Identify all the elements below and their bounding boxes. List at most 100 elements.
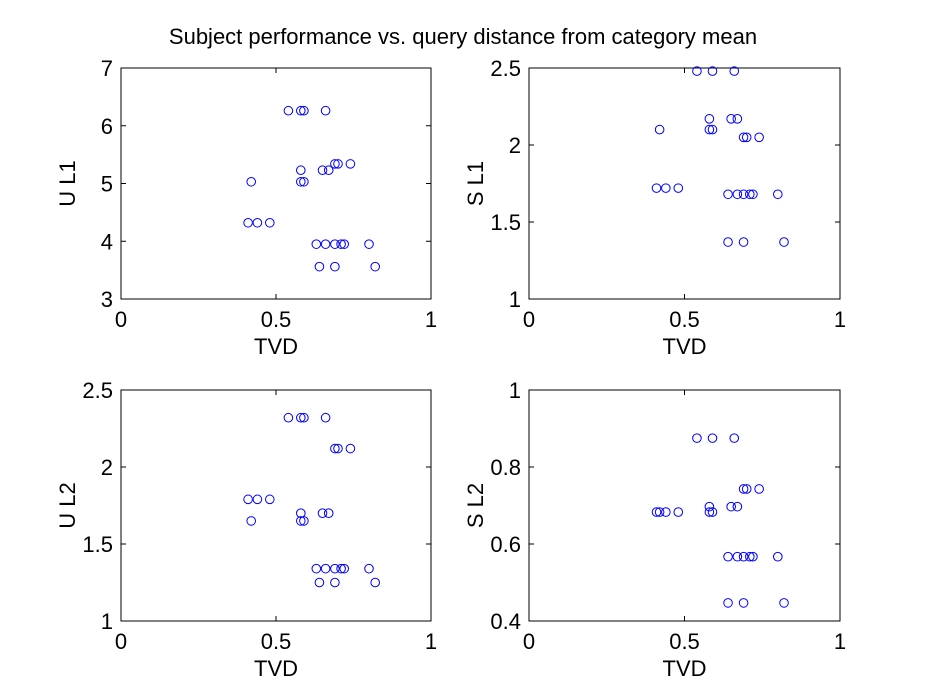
data-point — [296, 412, 306, 423]
data-point — [738, 132, 749, 143]
data-point — [299, 516, 309, 526]
data-point — [339, 239, 350, 249]
x-tick-label: 0 — [523, 307, 535, 332]
y-tick-label: 2.5 — [82, 378, 113, 403]
data-point — [707, 66, 718, 76]
data-point — [314, 261, 325, 272]
data-point — [773, 189, 783, 200]
data-point — [654, 507, 665, 517]
data-point — [754, 484, 764, 494]
y-axis-label: U L2 — [55, 482, 80, 528]
data-point — [283, 412, 294, 423]
data-point — [323, 508, 334, 519]
axes-frame — [120, 389, 432, 622]
data-point — [707, 507, 718, 517]
data-point — [738, 598, 749, 608]
data-point — [673, 183, 684, 193]
y-axis-label: U L1 — [55, 160, 80, 206]
data-point — [779, 598, 789, 608]
subplot: 0 0.5 1 1 1.5 2 2.5 TVD U L2 — [55, 378, 437, 681]
y-tick-label: 1 — [101, 609, 113, 634]
data-point — [317, 508, 328, 519]
data-point — [345, 443, 356, 454]
data-point — [299, 176, 309, 187]
data-point — [299, 105, 309, 116]
data-point — [748, 189, 758, 200]
data-point — [729, 66, 740, 76]
data-point — [317, 165, 328, 176]
data-point — [707, 433, 718, 443]
data-point — [723, 598, 733, 608]
data-point — [283, 105, 294, 116]
data-point — [345, 159, 356, 169]
y-tick-label: 1.5 — [82, 532, 113, 557]
data-point — [333, 443, 343, 454]
data-point — [741, 132, 752, 143]
data-point — [296, 516, 306, 526]
data-point — [707, 124, 718, 135]
y-tick-label: 0.6 — [490, 532, 521, 557]
axes-frame — [120, 67, 432, 300]
data-point — [246, 516, 256, 526]
data-point — [732, 501, 743, 512]
data-point — [704, 501, 715, 512]
data-point — [252, 494, 263, 505]
x-tick-label: 1 — [834, 307, 846, 332]
data-point — [320, 412, 331, 423]
data-point — [661, 183, 671, 193]
data-point — [265, 494, 275, 505]
y-tick-label: 1 — [509, 378, 521, 403]
data-point — [651, 507, 662, 517]
data-point — [704, 124, 715, 135]
data-point — [299, 412, 309, 423]
data-point — [741, 484, 752, 494]
data-point — [738, 551, 749, 562]
x-tick-label: 0 — [115, 307, 127, 332]
figure-title: Subject performance vs. query distance f… — [169, 24, 757, 49]
data-point — [265, 217, 275, 228]
data-point — [296, 165, 306, 176]
x-tick-label: 0.5 — [669, 307, 700, 332]
x-tick-label: 0.5 — [261, 307, 292, 332]
data-point — [738, 189, 749, 200]
data-point — [723, 551, 733, 562]
data-point — [732, 551, 743, 562]
data-point — [779, 237, 789, 247]
data-point — [330, 239, 340, 249]
data-point — [333, 159, 343, 169]
data-point — [748, 551, 758, 562]
data-point — [320, 239, 331, 249]
x-axis-label: TVD — [254, 656, 298, 681]
x-tick-label: 0 — [115, 629, 127, 654]
data-point — [330, 261, 340, 272]
data-point — [723, 237, 733, 247]
data-point — [243, 494, 253, 505]
data-point — [296, 176, 306, 187]
y-tick-label: 0.4 — [490, 609, 521, 634]
data-point — [745, 551, 755, 562]
y-tick-label: 6 — [101, 114, 113, 139]
data-point — [732, 114, 743, 124]
y-tick-label: 2 — [101, 455, 113, 480]
data-point — [370, 261, 381, 272]
y-tick-label: 4 — [101, 229, 113, 254]
x-tick-label: 0.5 — [261, 629, 292, 654]
x-tick-label: 0.5 — [669, 629, 700, 654]
data-point — [330, 443, 340, 454]
data-point — [330, 563, 340, 574]
y-tick-label: 1 — [509, 287, 521, 312]
data-point — [330, 159, 340, 169]
x-axis-label: TVD — [254, 334, 298, 359]
data-point — [364, 563, 374, 574]
data-point — [661, 507, 671, 517]
data-point — [738, 484, 749, 494]
data-point — [738, 237, 749, 247]
data-point — [339, 563, 350, 574]
data-point — [745, 189, 755, 200]
data-point — [336, 563, 346, 574]
data-point — [673, 507, 684, 517]
x-axis-label: TVD — [663, 656, 707, 681]
y-tick-label: 0.8 — [490, 455, 521, 480]
axes-frame — [528, 389, 841, 622]
